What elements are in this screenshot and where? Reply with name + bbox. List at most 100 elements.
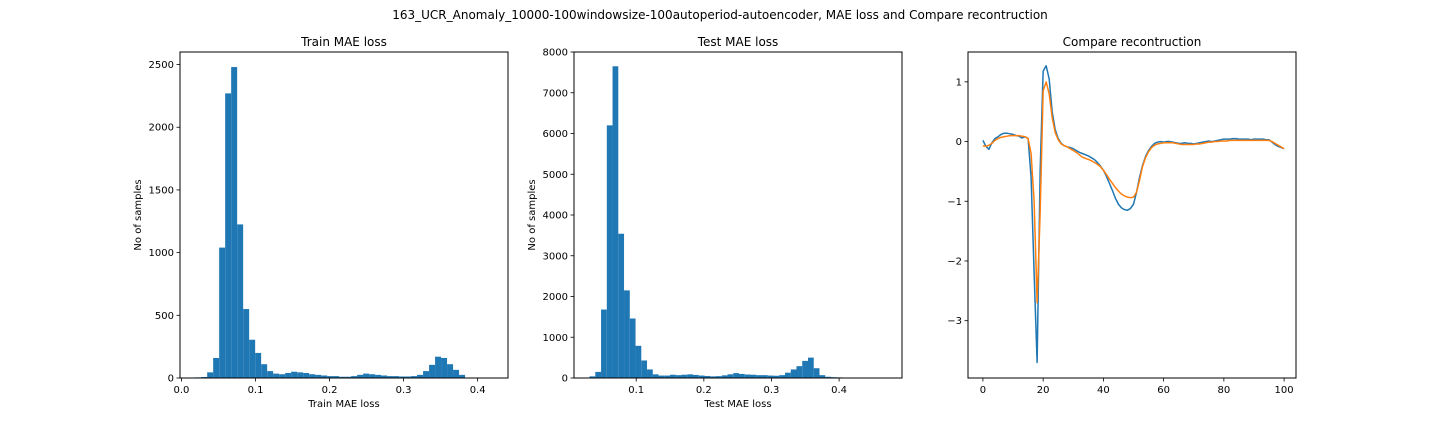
reconstruction-y-tick-label: −3 (947, 316, 962, 327)
train-y-tick-label: 1500 (149, 185, 174, 196)
train-histogram-bar (369, 374, 376, 378)
train-x-axis-label: Train MAE loss (307, 399, 379, 410)
train-axes: 0.0 0.1 0.2 0.3 0.4 0 500 1000 1500 2000 2500 (149, 60, 486, 396)
test-chart-title: Test MAE loss (697, 35, 779, 49)
reconstruction-x-tick-label: 80 (1217, 385, 1230, 396)
train-histogram-bar (393, 376, 400, 378)
test-histogram-bar (595, 371, 602, 378)
train-chart-title: Train MAE loss (300, 35, 387, 49)
train-histogram-bar (201, 376, 208, 378)
test-histogram-bar (589, 376, 596, 378)
test-histogram-bar (693, 374, 699, 378)
train-y-tick-label: 500 (155, 311, 174, 322)
train-histogram-bar (399, 376, 406, 378)
train-histogram-bar (387, 376, 394, 378)
test-histogram-bar (681, 374, 688, 378)
test-histogram-bar (606, 125, 613, 378)
test-x-tick-label: 0.2 (696, 385, 712, 396)
test-loss-histogram: Test MAE loss 0.1 0.2 0.3 0.4 0 1000 2000 3000 4… (527, 35, 903, 410)
test-histogram-bar (819, 375, 826, 378)
train-bars (195, 67, 466, 379)
test-y-tick-label: 3000 (543, 251, 568, 262)
test-y-tick-label: 5000 (543, 170, 568, 181)
train-histogram-bar (417, 374, 424, 378)
test-histogram-bar (756, 375, 763, 378)
test-histogram-bar (750, 374, 757, 378)
train-histogram-bar (357, 374, 364, 378)
test-histogram-bar (601, 309, 607, 378)
train-histogram-bar (273, 373, 280, 378)
test-histogram-bar (733, 373, 740, 378)
test-y-tick-label: 1000 (543, 333, 568, 344)
train-histogram-bar (315, 374, 322, 378)
reconstruction-x-tick-label: 60 (1157, 385, 1170, 396)
train-histogram-bar (321, 375, 328, 378)
test-x-tick-label: 0.3 (764, 385, 780, 396)
test-y-tick-label: 7000 (543, 88, 568, 99)
test-histogram-bar (635, 345, 642, 378)
train-histogram-bar (429, 364, 436, 378)
test-histogram-bar (721, 375, 728, 378)
test-histogram-bar (739, 373, 745, 378)
reconstruction-x-tick-label: 100 (1275, 385, 1294, 396)
train-histogram-bar (303, 372, 310, 378)
train-histogram-bar (285, 372, 292, 378)
test-histogram-bar (796, 366, 803, 378)
test-histogram-bar (675, 375, 682, 378)
test-histogram-bar (807, 357, 814, 378)
reconstruction-x-tick-label: 40 (1097, 385, 1110, 396)
test-y-tick-label: 4000 (543, 211, 568, 222)
test-x-tick-label: 0.1 (628, 385, 644, 396)
reconstruction-y-tick-label: −2 (947, 256, 962, 267)
reconstruction-line-chart: Compare recontruction 0 20 40 60 80 100 1 0 −1 −2… (947, 35, 1297, 396)
test-histogram-bar (664, 375, 671, 378)
reconstruction-y-tick-label: −1 (947, 197, 962, 208)
test-y-tick-label: 6000 (543, 129, 568, 140)
train-histogram-bar (309, 374, 316, 378)
reconstruction-x-tick-label: 0 (980, 385, 986, 396)
reconstruction-axes: 0 20 40 60 80 100 1 0 −1 −2 −3 (947, 77, 1293, 396)
train-histogram-bar (435, 356, 442, 378)
train-x-tick-label: 0.2 (322, 385, 338, 396)
train-histogram-bar (381, 375, 388, 378)
train-histogram-bar (333, 376, 340, 378)
train-histogram-bar (453, 369, 460, 378)
train-histogram-bar (339, 376, 346, 378)
train-histogram-bar (219, 247, 226, 378)
test-plot-frame (573, 51, 903, 379)
train-histogram-bar (441, 357, 448, 378)
reconstruction-x-tick-label: 20 (1037, 385, 1050, 396)
train-histogram-bar (375, 374, 382, 378)
train-histogram-bar (327, 376, 334, 378)
test-histogram-bar (813, 368, 820, 378)
test-x-axis-label: Test MAE loss (703, 399, 771, 410)
train-histogram-bar (363, 373, 370, 378)
train-histogram-bar (255, 352, 262, 378)
test-histogram-bar (658, 375, 665, 378)
train-y-tick-label: 0 (168, 374, 174, 385)
train-histogram-bar (213, 357, 220, 378)
test-histogram-bar (704, 375, 711, 378)
test-histogram-bar (670, 374, 676, 378)
test-histogram-bar (618, 233, 625, 378)
test-y-tick-label: 8000 (543, 48, 568, 59)
test-histogram-bar (744, 374, 751, 378)
test-histogram-bar (629, 318, 636, 378)
test-histogram-bar (825, 376, 831, 378)
reconstructed-series-line (982, 81, 1285, 304)
train-histogram-bar (267, 371, 274, 378)
test-histogram-bar (716, 376, 722, 378)
train-y-tick-label: 1000 (149, 248, 174, 259)
test-y-tick-label: 0 (562, 374, 568, 385)
reconstruction-y-tick-label: 1 (956, 77, 962, 88)
train-x-tick-label: 0.3 (396, 385, 412, 396)
reconstruction-y-tick-label: 0 (956, 137, 962, 148)
test-histogram-bar (785, 372, 791, 378)
train-y-tick-label: 2500 (149, 60, 174, 71)
train-x-tick-label: 0.0 (174, 385, 190, 396)
figure-suptitle: 163_UCR_Anomaly_10000-100windowsize-100a… (392, 8, 1048, 22)
reconstruction-lines (982, 64, 1285, 364)
original-series-line (982, 64, 1285, 364)
train-histogram-bar (249, 339, 256, 378)
